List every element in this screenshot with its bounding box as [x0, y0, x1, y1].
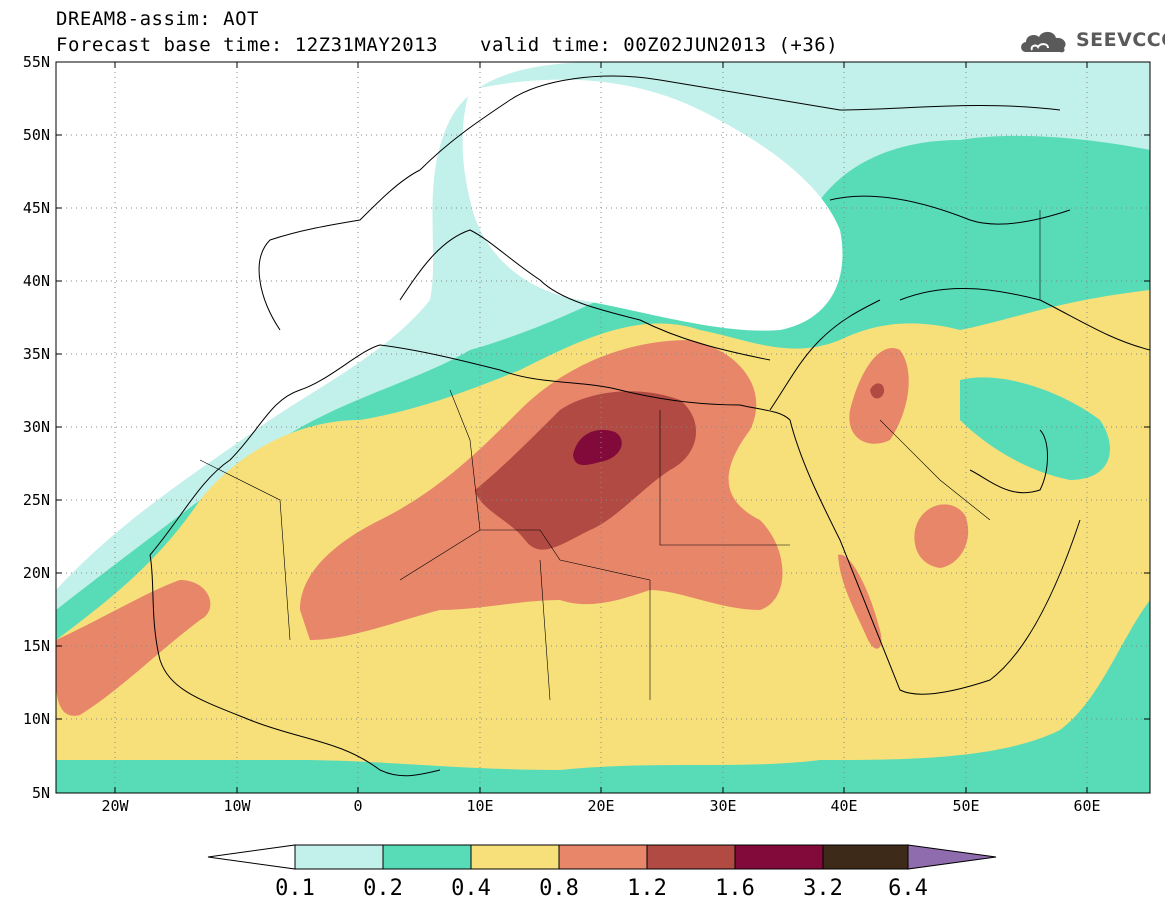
colorbar-swatch-6 [734, 844, 824, 870]
lat-label: 10N [23, 710, 50, 728]
colorbar-swatch-4 [558, 844, 648, 870]
colorbar-label: 3.2 [803, 876, 843, 901]
colorbar-label: 6.4 [888, 876, 928, 901]
contour-green-gulf [960, 377, 1110, 480]
contour-0.8-west [56, 580, 211, 716]
lon-label: 60E [1073, 797, 1100, 815]
lon-label: 40E [830, 797, 857, 815]
contour-0.8-saudi [914, 504, 969, 568]
colorbar-swatch-2 [382, 844, 472, 870]
cloud-logo-icon [1021, 31, 1066, 53]
lon-label: 50E [952, 797, 979, 815]
colorbar-swatch-5 [646, 844, 736, 870]
colorbar-swatch-1 [294, 844, 384, 870]
logo-text: SEEVCCC [1076, 29, 1165, 51]
colorbar-swatch-7 [822, 844, 909, 870]
colorbar-labels: 0.1 0.2 0.4 0.8 1.2 1.6 3.2 6.4 [275, 876, 928, 901]
lon-label: 20W [101, 797, 129, 815]
lat-label: 25N [23, 491, 50, 509]
valid-time: valid time: 00Z02JUN2013 (+36) [480, 34, 839, 56]
lon-label: 10E [466, 797, 493, 815]
colorbar-swatch-3 [470, 844, 560, 870]
colorbar-label: 0.1 [275, 876, 315, 901]
lat-label: 40N [23, 272, 50, 290]
tick-marks [56, 61, 1150, 794]
lat-label: 45N [23, 199, 50, 217]
contour-1.2-iraq [870, 383, 885, 399]
seevccc-logo: SEEVCCC [1018, 26, 1165, 56]
coastlines [149, 75, 1150, 777]
colorbar-label: 0.4 [451, 876, 491, 901]
colorbar-label: 0.2 [363, 876, 403, 901]
lat-label: 35N [23, 345, 50, 363]
colorbar-over-arrow [907, 844, 997, 870]
forecast-base-time: Forecast base time: 12Z31MAY2013 [56, 34, 439, 56]
contour-white-europe [462, 79, 843, 331]
contour-1.6 [573, 429, 622, 466]
lon-label: 0 [353, 797, 362, 815]
colorbar-label: 0.8 [539, 876, 579, 901]
map-title: DREAM8-assim: AOT [56, 8, 259, 30]
lat-label: 20N [23, 564, 50, 582]
contour-1.2 [475, 391, 697, 550]
colorbar-label: 1.2 [627, 876, 667, 901]
lat-labels: 55N 50N 45N 40N 35N 30N 25N 20N 15N 10N … [23, 53, 50, 802]
lat-label: 5N [32, 784, 50, 802]
graticule [56, 62, 1150, 793]
colorbar [207, 844, 997, 870]
lat-label: 15N [23, 637, 50, 655]
lon-label: 30E [709, 797, 736, 815]
lat-label: 55N [23, 53, 50, 71]
contour-0.8-redsea [838, 554, 882, 649]
borders [199, 210, 1041, 701]
lon-label: 10W [223, 797, 251, 815]
lon-labels: 20W 10W 0 10E 20E 30E 40E 50E 60E [101, 797, 1100, 815]
aot-contours [56, 62, 1150, 793]
lat-label: 30N [23, 418, 50, 436]
colorbar-label: 1.6 [715, 876, 755, 901]
lon-label: 20E [587, 797, 614, 815]
colorbar-under-arrow [207, 844, 296, 870]
lat-label: 50N [23, 126, 50, 144]
